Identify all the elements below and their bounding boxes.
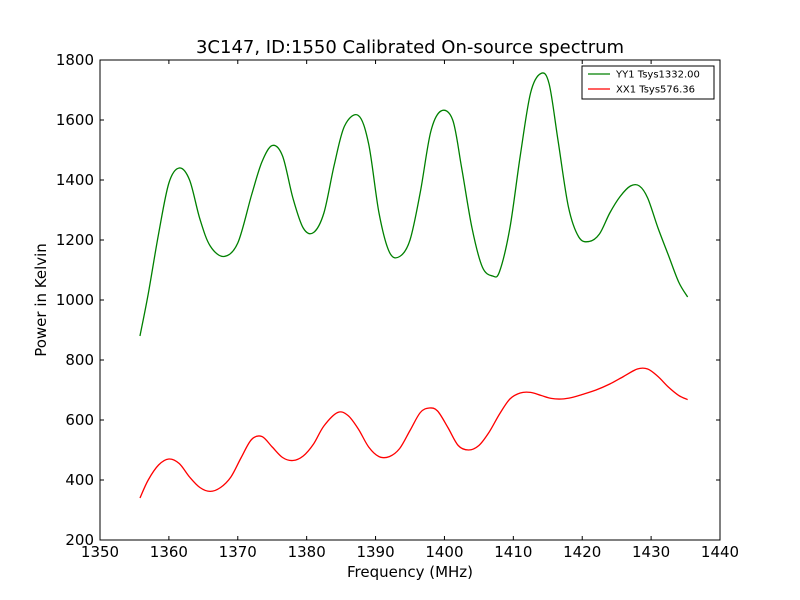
x-tick-label: 1390 [356, 543, 394, 561]
y-tick-label: 1800 [56, 51, 94, 69]
y-tick-label: 1600 [56, 111, 94, 129]
x-tick-label: 1360 [150, 543, 188, 561]
y-axis-label: Power in Kelvin [32, 243, 50, 357]
y-tick-label: 800 [65, 351, 94, 369]
y-tick-label: 1400 [56, 171, 94, 189]
x-tick-label: 1420 [563, 543, 601, 561]
legend-label: YY1 Tsys1332.00 [615, 70, 700, 81]
chart-title: 3C147, ID:1550 Calibrated On-source spec… [196, 37, 624, 58]
x-tick-label: 1430 [632, 543, 670, 561]
series-line-yy1 [139, 72, 689, 337]
y-tick-label: 600 [65, 411, 94, 429]
x-tick-label: 1440 [701, 543, 739, 561]
legend-box [581, 65, 715, 100]
x-tick-label: 1410 [494, 543, 532, 561]
x-tick-label: 1380 [288, 543, 326, 561]
x-axis-label: Frequency (MHz) [347, 563, 473, 581]
y-tick-label: 1200 [56, 231, 94, 249]
x-tick-label: 1350 [81, 543, 119, 561]
legend-label: XX1 Tsys576.36 [616, 85, 695, 96]
y-tick-label: 400 [65, 471, 94, 489]
x-tick-label: 1370 [219, 543, 257, 561]
y-tick-label: 200 [65, 531, 94, 549]
y-tick-label: 1000 [56, 291, 94, 309]
series-line-xx1 [139, 367, 688, 499]
x-tick-label: 1400 [425, 543, 463, 561]
legend: YY1 Tsys1332.00 XX1 Tsys576.36 [581, 65, 715, 100]
